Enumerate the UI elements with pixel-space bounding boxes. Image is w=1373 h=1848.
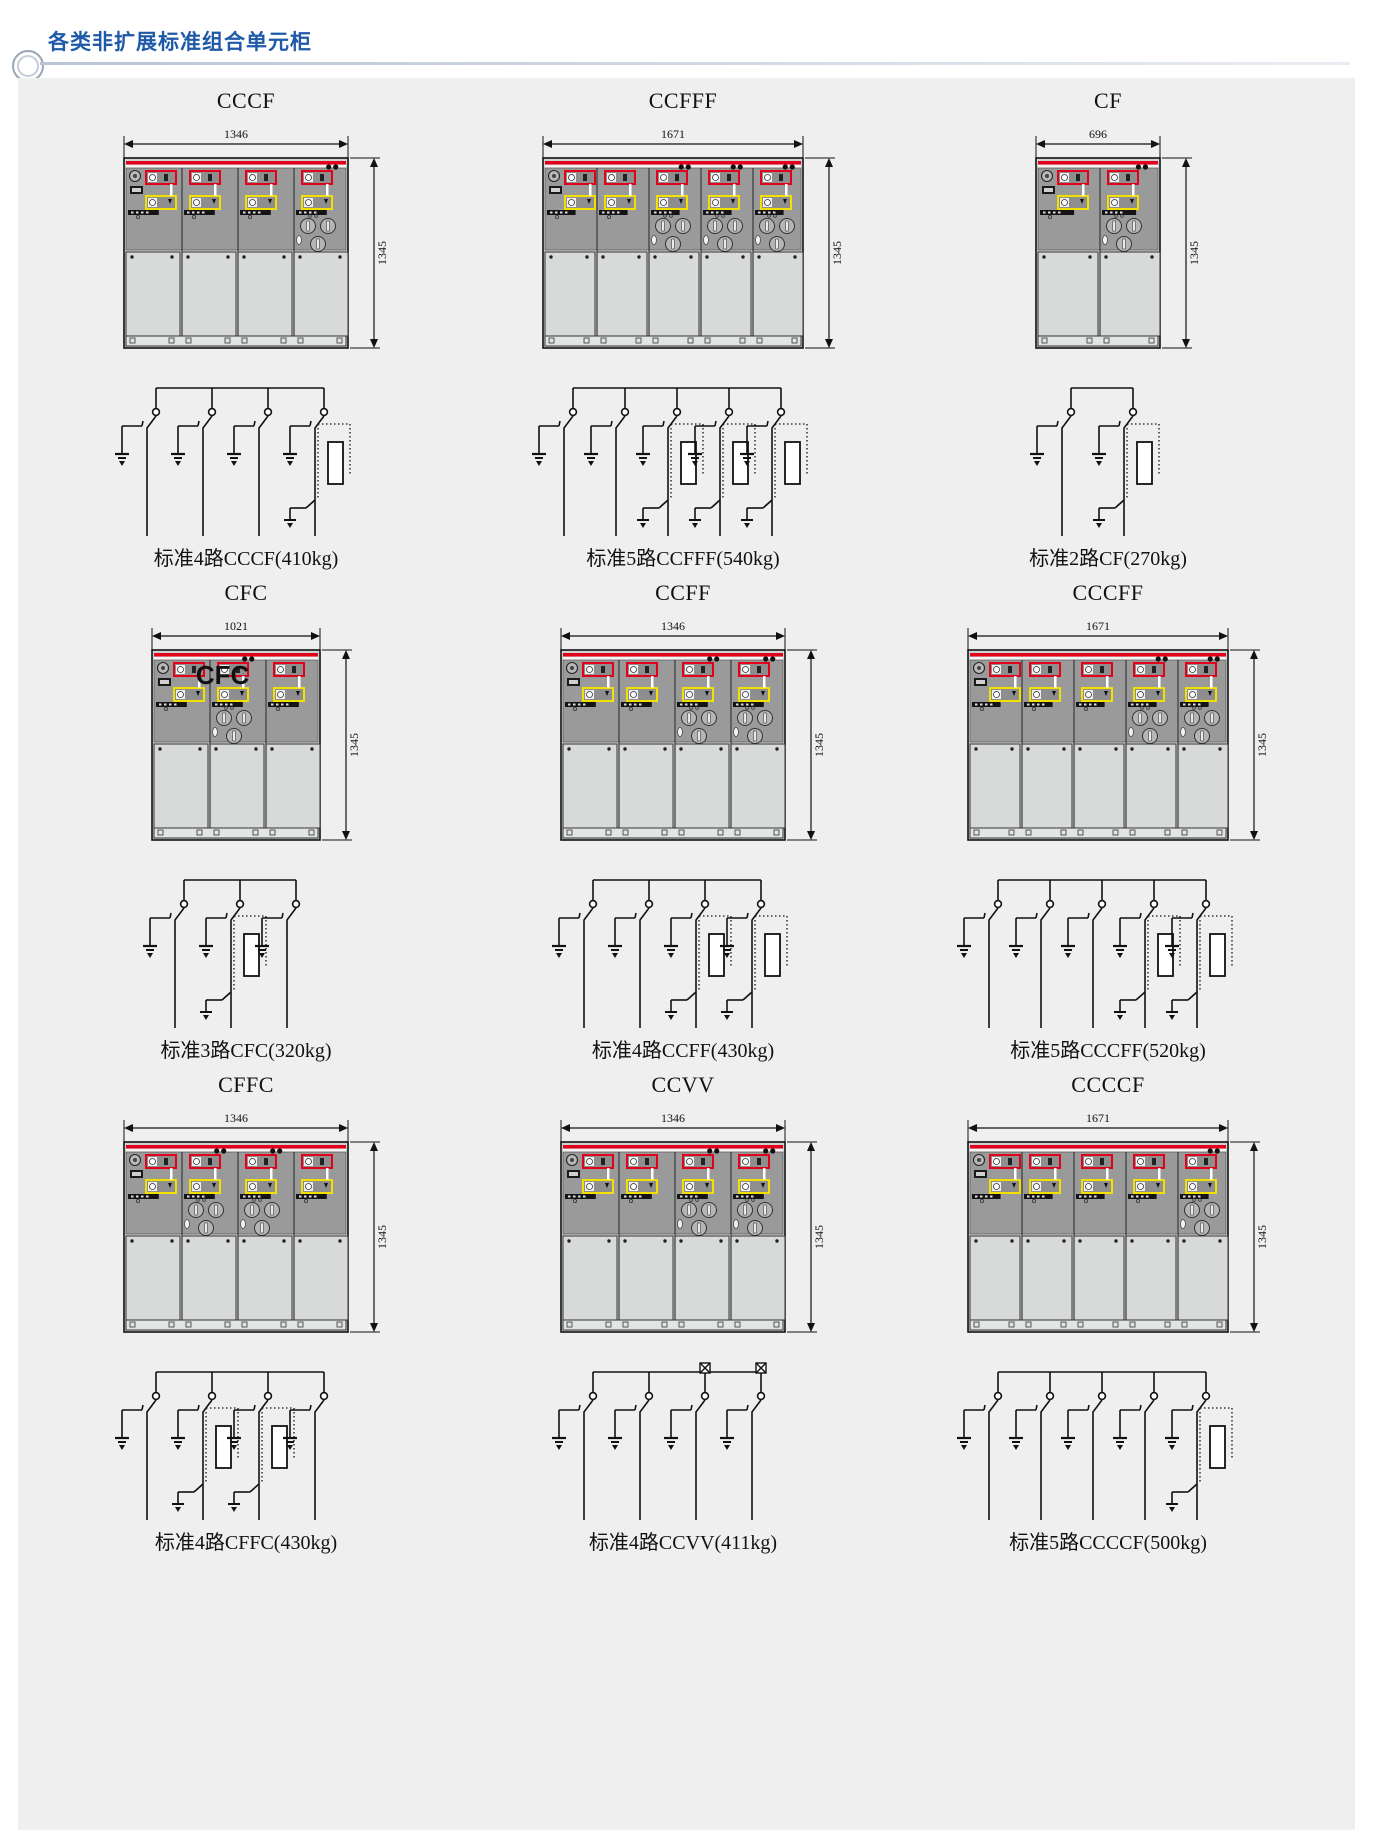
unit-grid: CCCF 1346 1345 标准4路CCCF(410kg) CCFFF 1671 1345… xyxy=(18,78,1355,1830)
single-line-schematic xyxy=(1030,387,1160,536)
svg-text:1345: 1345 xyxy=(830,241,844,265)
svg-text:1671: 1671 xyxy=(661,127,685,141)
cabinet-front-view: 696 1345 xyxy=(1035,127,1201,349)
unit-code: CCCCF xyxy=(1071,1072,1145,1097)
svg-text:1345: 1345 xyxy=(375,1225,389,1249)
svg-text:696: 696 xyxy=(1089,127,1107,141)
unit-caption: 标准4路CFFC(430kg) xyxy=(154,1532,338,1554)
svg-text:1345: 1345 xyxy=(375,241,389,265)
unit-caption: 标准5路CCCFF(520kg) xyxy=(1010,1040,1206,1062)
svg-text:1345: 1345 xyxy=(1255,733,1269,757)
unit-figure: 1346 1345 xyxy=(473,1100,893,1520)
unit-figure: 1671 1345 xyxy=(898,1100,1318,1520)
page-header: 各类非扩展标准组合单元柜 xyxy=(0,0,1373,82)
unit-code: CCFF xyxy=(655,580,711,605)
single-line-schematic xyxy=(552,1362,767,1520)
cabinet-front-view: 1671 1345 xyxy=(967,619,1269,841)
svg-text:1345: 1345 xyxy=(812,733,826,757)
unit-card: CCCF 1346 1345 标准4路CCCF(410kg) xyxy=(36,86,456,571)
svg-text:CFC: CFC xyxy=(196,660,250,690)
unit-caption: 标准3路CFC(320kg) xyxy=(160,1040,332,1062)
single-line-schematic xyxy=(143,879,301,1028)
unit-caption: 标准4路CCFF(430kg) xyxy=(591,1040,775,1062)
cabinet-front-view: 1671 1345 xyxy=(967,1111,1269,1333)
cabinet-front-view: 1346 1345 xyxy=(123,1111,389,1333)
unit-figure: 1671 1345 xyxy=(473,116,893,536)
svg-text:1345: 1345 xyxy=(812,1225,826,1249)
unit-card: CFFC 1346 1345 标准4路CFFC(430kg) xyxy=(36,1070,456,1555)
content-sheet: CCCF 1346 1345 标准4路CCCF(410kg) CCFFF 1671 1345… xyxy=(18,78,1355,1830)
single-line-schematic xyxy=(957,1371,1233,1520)
unit-caption: 标准5路CCCCF(500kg) xyxy=(1009,1532,1207,1554)
unit-card: CF 696 1345 标准2路CF(270kg) xyxy=(898,86,1318,571)
single-line-schematic xyxy=(552,879,788,1028)
single-line-schematic xyxy=(115,1371,329,1520)
svg-text:1345: 1345 xyxy=(1255,1225,1269,1249)
cabinet-front-view: 1346 1345 xyxy=(560,619,826,841)
unit-code: CCVV xyxy=(651,1072,715,1097)
svg-text:1345: 1345 xyxy=(347,733,361,757)
cabinet-front-view: 1346 1345 xyxy=(560,1111,826,1333)
unit-figure: 696 1345 xyxy=(898,116,1318,536)
page-title: 各类非扩展标准组合单元柜 xyxy=(48,31,312,54)
unit-code: CCFFF xyxy=(648,88,718,113)
svg-text:1346: 1346 xyxy=(661,1111,685,1125)
unit-card: CFC 1021 1345 CFC 标准3路CFC(320kg) xyxy=(36,578,456,1063)
unit-caption: 标准4路CCVV(411kg) xyxy=(588,1532,778,1554)
unit-caption: 标准2路CF(270kg) xyxy=(1029,548,1187,570)
unit-card: CCCFF 1671 1345 标准5路CCCFF(520kg) xyxy=(898,578,1318,1063)
ring-icon xyxy=(12,50,44,82)
unit-figure: 1346 1345 xyxy=(473,608,893,1028)
unit-figure: 1021 1345 CFC xyxy=(36,608,456,1028)
cabinet-front-view: 1021 1345 CFC xyxy=(151,619,361,841)
unit-figure: 1346 1345 xyxy=(36,116,456,536)
svg-text:1346: 1346 xyxy=(661,619,685,633)
unit-card: CCFF 1346 1345 标准4路CCFF(430kg) xyxy=(473,578,893,1063)
svg-text:1021: 1021 xyxy=(224,619,248,633)
header-divider xyxy=(40,62,1350,65)
unit-card: CCFFF 1671 1345 标准5路CCFFF(540kg) xyxy=(473,86,893,571)
svg-text:1345: 1345 xyxy=(1187,241,1201,265)
unit-figure: 1671 1345 xyxy=(898,608,1318,1028)
unit-figure: 1346 1345 xyxy=(36,1100,456,1520)
unit-caption: 标准5路CCFFF(540kg) xyxy=(586,548,780,570)
single-line-schematic xyxy=(957,879,1233,1028)
unit-code: CCCF xyxy=(216,88,276,113)
svg-text:1671: 1671 xyxy=(1086,619,1110,633)
cabinet-front-view: 1671 1345 xyxy=(542,127,844,349)
svg-text:1671: 1671 xyxy=(1086,1111,1110,1125)
svg-text:1346: 1346 xyxy=(224,127,248,141)
unit-code: CFC xyxy=(224,580,268,605)
cabinet-front-view: 1346 1345 xyxy=(123,127,389,349)
single-line-schematic xyxy=(115,387,351,536)
unit-card: CCVV 1346 1345 标准4路CCVV(411kg) xyxy=(473,1070,893,1555)
unit-card: CCCCF 1671 1345 标准5路CCCCF(500kg) xyxy=(898,1070,1318,1555)
unit-code: CFFC xyxy=(218,1072,274,1097)
svg-text:1346: 1346 xyxy=(224,1111,248,1125)
unit-caption: 标准4路CCCF(410kg) xyxy=(153,548,339,570)
unit-code: CF xyxy=(1094,88,1122,113)
unit-code: CCCFF xyxy=(1072,580,1144,605)
single-line-schematic xyxy=(532,387,808,536)
